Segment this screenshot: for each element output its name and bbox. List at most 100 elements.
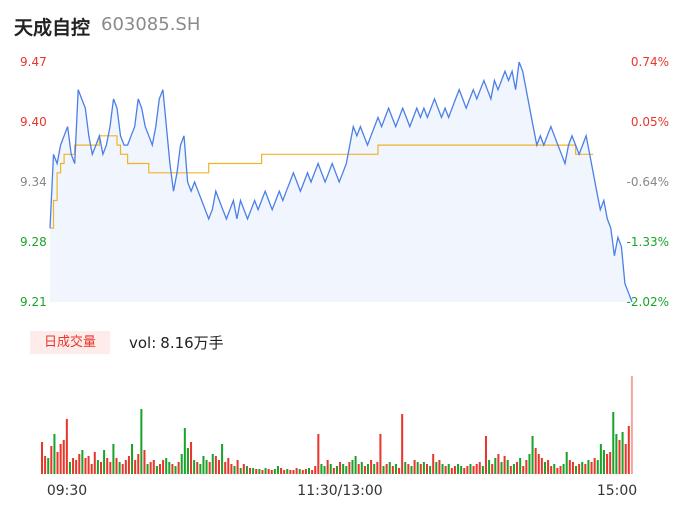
volume-bar	[127, 456, 130, 474]
volume-bar	[217, 460, 220, 474]
volume-bar	[584, 464, 587, 474]
volume-bar	[627, 426, 630, 474]
volume-bar	[276, 466, 279, 474]
volume-bar	[581, 462, 584, 474]
volume-bar	[118, 462, 121, 474]
y-tick-right: 0.05%	[631, 115, 669, 129]
volume-bar	[630, 376, 633, 474]
volume-bar	[460, 466, 463, 474]
volume-bar	[295, 468, 298, 474]
volume-bar	[441, 464, 444, 474]
volume-bar	[134, 460, 137, 474]
volume-bar	[158, 464, 161, 474]
volume-bar	[556, 468, 559, 474]
volume-bar	[224, 462, 227, 474]
volume-bar	[65, 419, 68, 474]
volume-bar	[323, 466, 326, 474]
y-tick-left: 9.28	[20, 235, 47, 249]
volume-bar	[497, 454, 500, 474]
volume-bar	[509, 466, 512, 474]
volume-bar	[103, 450, 106, 474]
volume-bar	[357, 464, 360, 474]
volume-bar	[345, 466, 348, 474]
volume-bar	[484, 436, 487, 474]
volume-bar	[562, 464, 565, 474]
volume-bar	[258, 469, 261, 474]
volume-bar	[196, 462, 199, 474]
volume-bar	[540, 458, 543, 474]
volume-bar	[109, 462, 112, 474]
volume-bar	[115, 458, 118, 474]
y-tick-left: 9.47	[20, 55, 47, 69]
volume-bar	[155, 466, 158, 474]
volume-bar	[512, 464, 515, 474]
volume-bar	[273, 469, 276, 474]
volume-bar	[351, 460, 354, 474]
volume-bar	[289, 470, 292, 474]
volume-bar	[249, 468, 252, 474]
volume-bar	[87, 456, 90, 474]
volume-bar	[239, 468, 242, 474]
volume-bar	[422, 462, 425, 474]
y-axis-right-ticks: 0.74% 0.05% -0.64% -1.33% -2.02%	[627, 55, 669, 309]
y-tick-right: -2.02%	[627, 295, 669, 309]
volume-bar	[469, 464, 472, 474]
volume-bar	[435, 462, 438, 474]
volume-bar	[165, 458, 168, 474]
volume-bar	[81, 450, 84, 474]
volume-bar	[621, 432, 624, 474]
volume-bar	[149, 462, 152, 474]
average-price-line	[50, 135, 594, 229]
volume-bar	[50, 446, 53, 474]
volume-bar	[432, 454, 435, 474]
volume-badge: 日成交量	[30, 331, 110, 354]
volume-bar	[314, 466, 317, 474]
volume-bar	[255, 469, 258, 474]
volume-bar	[401, 414, 404, 474]
volume-value: 8.16万手	[160, 334, 224, 352]
volume-bar	[342, 464, 345, 474]
volume-bar	[112, 444, 115, 474]
volume-bar	[463, 468, 466, 474]
volume-bar	[56, 452, 59, 474]
volume-bar	[506, 460, 509, 474]
volume-bar	[280, 468, 283, 474]
y-tick-right: 0.74%	[631, 55, 669, 69]
volume-bar	[559, 466, 562, 474]
volume-bar	[494, 458, 497, 474]
volume-bar	[214, 456, 217, 474]
volume-bar	[531, 436, 534, 474]
volume-bar	[568, 460, 571, 474]
volume-bar	[447, 464, 450, 474]
volume-bar	[227, 458, 230, 474]
volume-bar	[534, 448, 537, 474]
volume-bar	[335, 466, 338, 474]
volume-bar	[199, 464, 202, 474]
volume-bar	[180, 454, 183, 474]
volume-bar	[168, 462, 171, 474]
volume-bar	[481, 466, 484, 474]
volume-bar	[252, 468, 255, 474]
volume-bar	[596, 460, 599, 474]
volume-bar	[205, 460, 208, 474]
volume-bar	[245, 466, 248, 474]
volume-bar	[438, 460, 441, 474]
volume-bar	[472, 466, 475, 474]
volume-bar	[78, 454, 81, 474]
volume-bar	[264, 468, 267, 474]
volume-bar	[410, 466, 413, 474]
volume-bar	[221, 444, 224, 474]
volume-bar	[590, 462, 593, 474]
volume-bar	[407, 464, 410, 474]
volume-bar	[453, 466, 456, 474]
y-tick-left: 9.34	[20, 175, 47, 189]
volume-bar	[106, 458, 109, 474]
y-tick-left: 9.40	[20, 115, 47, 129]
volume-bar	[366, 464, 370, 474]
volume-bar	[478, 462, 481, 474]
volume-bar	[528, 454, 531, 474]
volume-bar	[121, 464, 124, 474]
volume-bar	[363, 466, 366, 474]
volume-bar	[429, 466, 432, 474]
volume-bar	[382, 466, 385, 474]
